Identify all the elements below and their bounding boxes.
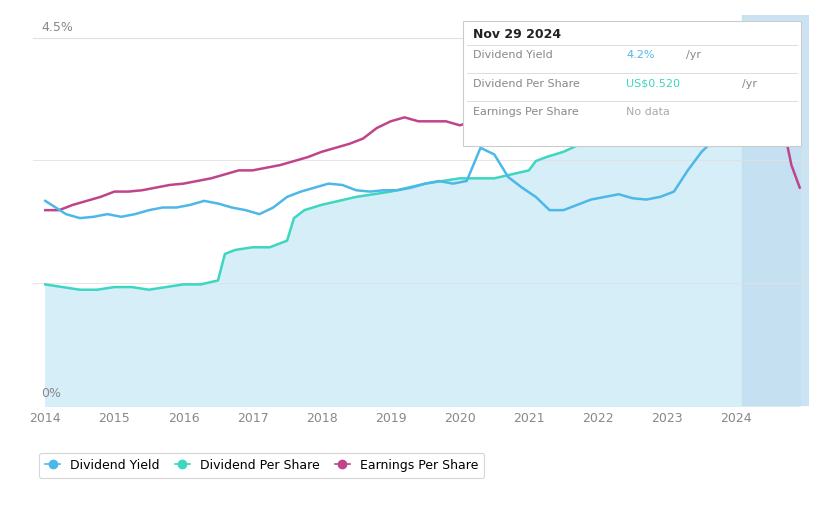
- Legend: Dividend Yield, Dividend Per Share, Earnings Per Share: Dividend Yield, Dividend Per Share, Earn…: [39, 453, 484, 479]
- Text: /yr: /yr: [686, 50, 701, 60]
- Text: 0%: 0%: [41, 387, 61, 400]
- Text: No data: No data: [626, 107, 670, 117]
- Text: 4.5%: 4.5%: [41, 21, 73, 34]
- Text: Past: Past: [747, 44, 770, 54]
- FancyBboxPatch shape: [463, 21, 801, 146]
- Text: Dividend Per Share: Dividend Per Share: [473, 79, 580, 88]
- Text: 4.2%: 4.2%: [626, 50, 655, 60]
- Bar: [741, 15, 809, 406]
- Text: Dividend Yield: Dividend Yield: [473, 50, 553, 60]
- Text: US$0.520: US$0.520: [626, 79, 681, 88]
- Text: Earnings Per Share: Earnings Per Share: [473, 107, 579, 117]
- Text: Nov 29 2024: Nov 29 2024: [473, 28, 561, 41]
- Text: /yr: /yr: [742, 79, 757, 88]
